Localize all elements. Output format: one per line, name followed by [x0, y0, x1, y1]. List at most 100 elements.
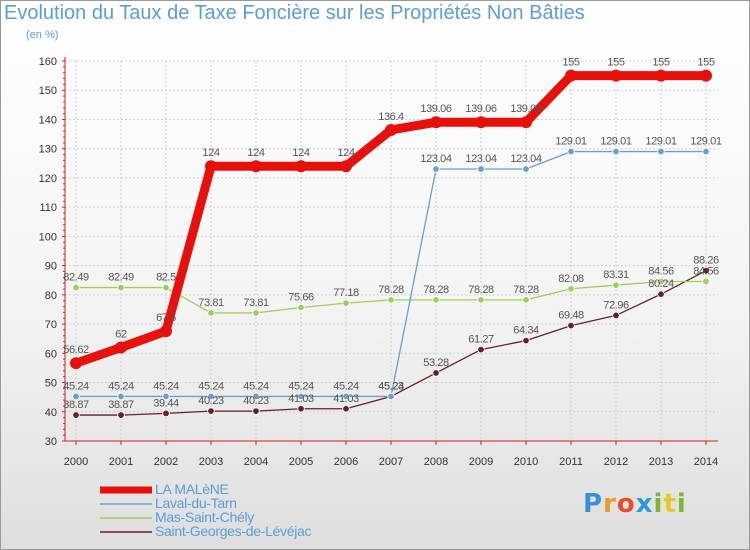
data-label: 75.66 — [288, 292, 314, 304]
data-label: 129.01 — [600, 136, 632, 148]
data-label: 73.81 — [198, 297, 224, 309]
data-point — [702, 267, 710, 275]
x-tick-label: 2007 — [379, 456, 403, 468]
y-tick-label: 160 — [39, 56, 57, 68]
data-point — [297, 392, 305, 401]
x-tick-label: 2008 — [424, 456, 448, 468]
legend-item: Saint-Georges-de-Lévéjac — [98, 523, 398, 539]
data-point — [432, 165, 440, 173]
y-tick-label: 80 — [45, 290, 57, 302]
data-label: 67.6 — [156, 312, 176, 324]
data-label: 73.81 — [243, 297, 269, 309]
y-tick-label: 130 — [39, 144, 57, 156]
data-point — [72, 392, 80, 401]
data-label: 139.06 — [420, 103, 452, 115]
legend: LA MALèNE Laval-du-Tarn Mas-Saint-Chély … — [98, 481, 398, 539]
data-point — [612, 311, 620, 320]
data-label: 124 — [292, 147, 309, 159]
data-point — [567, 285, 575, 293]
data-label: 155 — [652, 57, 669, 69]
data-label: 45.24 — [378, 380, 404, 392]
y-tick-label: 50 — [45, 378, 57, 390]
legend-item: LA MALèNE — [98, 481, 398, 497]
legend-swatch — [100, 503, 152, 505]
data-point — [477, 345, 485, 354]
data-point — [432, 369, 440, 377]
x-tick-label: 2012 — [604, 456, 628, 468]
legend-label: Mas-Saint-Chély — [155, 509, 254, 525]
data-point — [657, 277, 665, 286]
data-label: 136.4 — [378, 111, 404, 123]
data-label: 45.24 — [288, 380, 314, 392]
data-label: 45.24 — [153, 380, 179, 392]
data-point — [430, 116, 442, 129]
data-label: 45.24 — [108, 380, 134, 392]
data-point — [342, 392, 350, 401]
data-point — [252, 407, 260, 415]
data-label: 78.28 — [468, 284, 494, 296]
data-point — [207, 309, 215, 317]
data-label: 45.24 — [243, 380, 269, 392]
data-label: 88.26 — [693, 255, 719, 267]
data-point — [252, 392, 260, 401]
data-point — [522, 296, 530, 304]
data-point — [475, 116, 487, 129]
data-point — [700, 69, 712, 82]
series-group — [70, 69, 712, 419]
y-tick-label: 120 — [39, 173, 57, 185]
data-label: 124 — [202, 147, 219, 159]
data-label: 82.49 — [108, 272, 134, 284]
data-label: 84.56 — [693, 266, 719, 278]
data-point — [522, 336, 530, 345]
data-point — [612, 147, 620, 156]
data-label: 38.87 — [108, 399, 134, 411]
legend-item: Laval-du-Tarn — [98, 495, 398, 511]
data-point — [70, 357, 82, 370]
x-tick-label: 2003 — [199, 456, 223, 468]
data-labels: 56.62 62 67.6 124 124 124 124 136.4 139.06 139.06… — [63, 57, 722, 411]
data-label: 155 — [562, 57, 579, 69]
data-label: 82.08 — [558, 273, 584, 285]
data-point — [160, 325, 172, 338]
data-point — [162, 409, 170, 418]
data-point — [702, 147, 710, 156]
data-label: 78.28 — [513, 284, 539, 296]
x-tick-label: 2011 — [559, 456, 583, 468]
x-tick-label: 2000 — [64, 456, 88, 468]
data-label: 80.24 — [648, 278, 674, 290]
data-point — [297, 303, 305, 312]
data-point — [117, 283, 125, 292]
data-label: 39.44 — [153, 397, 179, 409]
data-label: 124 — [247, 147, 264, 159]
data-point — [385, 123, 397, 136]
data-label: 41.03 — [288, 393, 314, 405]
data-point — [117, 411, 125, 419]
data-point — [567, 321, 575, 330]
data-label: 123.04 — [510, 153, 542, 165]
data-label: 38.87 — [63, 399, 89, 411]
data-point — [387, 392, 395, 401]
x-tick-label: 2002 — [154, 456, 178, 468]
data-point — [207, 407, 215, 415]
data-label: 139.06 — [465, 103, 497, 115]
legend-item: Mas-Saint-Chély — [98, 509, 398, 525]
data-point — [162, 392, 170, 401]
legend-label: Laval-du-Tarn — [155, 495, 237, 511]
y-tick-label: 150 — [39, 85, 57, 97]
x-tick-label: 2001 — [109, 456, 133, 468]
y-tick-label: 60 — [45, 348, 57, 360]
x-tick-label: 2013 — [649, 456, 673, 468]
data-point — [250, 160, 262, 173]
data-label: 45.24 — [198, 380, 224, 392]
x-tick-label: 2006 — [334, 456, 358, 468]
legend-label: LA MALèNE — [155, 481, 229, 497]
data-label: 82.49 — [63, 272, 89, 284]
y-tick-label: 110 — [39, 202, 57, 214]
data-label: 82.5 — [156, 272, 176, 284]
proxiti-logo: Proxiti — [583, 489, 687, 519]
x-tick-label: 2014 — [694, 456, 718, 468]
data-label: 84.56 — [648, 266, 674, 278]
data-label: 40.23 — [198, 395, 224, 407]
data-label: 124 — [337, 147, 354, 159]
